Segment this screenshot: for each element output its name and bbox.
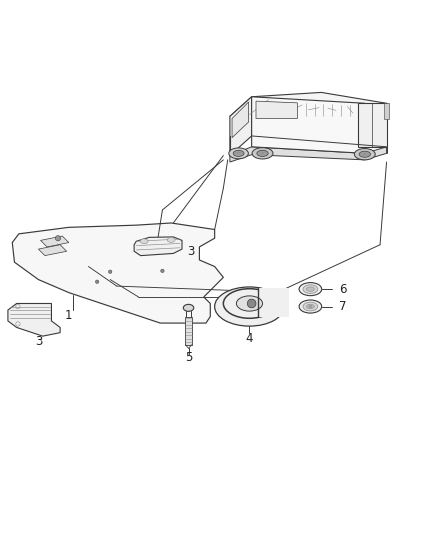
Circle shape bbox=[55, 236, 60, 241]
Ellipse shape bbox=[303, 285, 318, 294]
Circle shape bbox=[247, 299, 256, 308]
Polygon shape bbox=[12, 223, 223, 323]
Polygon shape bbox=[230, 97, 252, 156]
Ellipse shape bbox=[299, 300, 322, 313]
Text: 5: 5 bbox=[185, 351, 192, 365]
Ellipse shape bbox=[359, 151, 371, 157]
Polygon shape bbox=[256, 101, 297, 118]
Ellipse shape bbox=[303, 302, 318, 311]
Circle shape bbox=[109, 270, 112, 273]
Text: 3: 3 bbox=[187, 245, 195, 258]
Ellipse shape bbox=[233, 150, 244, 156]
Ellipse shape bbox=[307, 287, 314, 292]
Polygon shape bbox=[8, 303, 60, 336]
Text: 3: 3 bbox=[35, 335, 42, 348]
Ellipse shape bbox=[184, 304, 194, 311]
Text: 4: 4 bbox=[246, 332, 253, 345]
Ellipse shape bbox=[257, 150, 268, 156]
Polygon shape bbox=[39, 245, 67, 256]
Ellipse shape bbox=[215, 287, 284, 326]
Polygon shape bbox=[185, 317, 191, 345]
Ellipse shape bbox=[237, 296, 262, 311]
Polygon shape bbox=[232, 102, 249, 138]
Polygon shape bbox=[252, 97, 365, 154]
Polygon shape bbox=[258, 288, 289, 318]
Ellipse shape bbox=[354, 149, 375, 160]
Ellipse shape bbox=[299, 282, 322, 296]
Text: 1: 1 bbox=[65, 309, 73, 322]
Text: 7: 7 bbox=[339, 300, 346, 313]
Polygon shape bbox=[230, 92, 387, 132]
Circle shape bbox=[95, 280, 99, 284]
Polygon shape bbox=[230, 147, 387, 162]
Ellipse shape bbox=[229, 148, 248, 159]
Ellipse shape bbox=[167, 238, 175, 243]
Ellipse shape bbox=[309, 305, 312, 308]
Ellipse shape bbox=[307, 304, 314, 309]
Polygon shape bbox=[358, 103, 387, 147]
Text: 6: 6 bbox=[339, 282, 346, 296]
Ellipse shape bbox=[252, 148, 273, 159]
Polygon shape bbox=[134, 237, 182, 256]
Bar bbox=[385, 103, 389, 119]
Polygon shape bbox=[41, 236, 69, 247]
Ellipse shape bbox=[140, 239, 148, 244]
Circle shape bbox=[161, 269, 164, 272]
